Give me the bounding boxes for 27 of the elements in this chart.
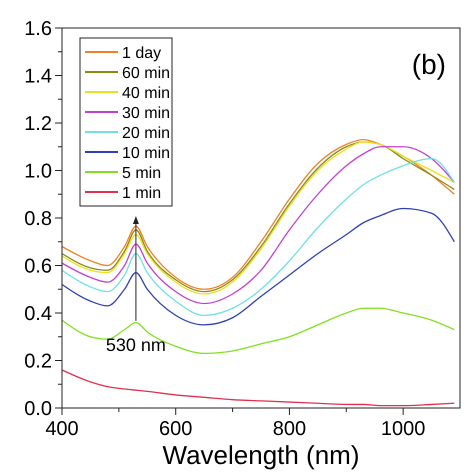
- legend-label: 1 day: [122, 45, 162, 62]
- legend-label: 5 min: [122, 165, 162, 182]
- legend-label: 40 min: [122, 85, 170, 102]
- x-tick-label: 400: [45, 418, 79, 440]
- legend-label: 20 min: [122, 125, 170, 142]
- x-tick-label: 600: [159, 418, 192, 440]
- legend-label: 60 min: [122, 65, 170, 82]
- text: (b): [412, 49, 446, 80]
- y-tick-label: 0.0: [24, 398, 52, 420]
- x-tick-label: 1000: [380, 418, 426, 440]
- y-tick-label: 1.4: [24, 66, 52, 88]
- y-tick-label: 0.8: [24, 208, 52, 230]
- legend-label: 30 min: [122, 105, 170, 122]
- line-series: [61, 208, 455, 326]
- annotation: 530 nm: [106, 334, 166, 355]
- y-tick-label: 0.4: [24, 303, 52, 325]
- legend-label: 10 min: [122, 145, 170, 162]
- x-axis-title: Wavelength (nm): [162, 440, 360, 470]
- y-tick-label: 1.0: [24, 160, 52, 182]
- y-tick-label: 1.2: [24, 113, 52, 135]
- line-series: [61, 308, 455, 354]
- line-series: [61, 369, 455, 406]
- y-tick-label: 0.6: [24, 256, 52, 278]
- y-tick-label: 1.6: [24, 18, 52, 40]
- y-tick-label: 0.2: [24, 350, 52, 372]
- x-tick-label: 800: [272, 418, 306, 440]
- legend-label: 1 min: [122, 185, 162, 202]
